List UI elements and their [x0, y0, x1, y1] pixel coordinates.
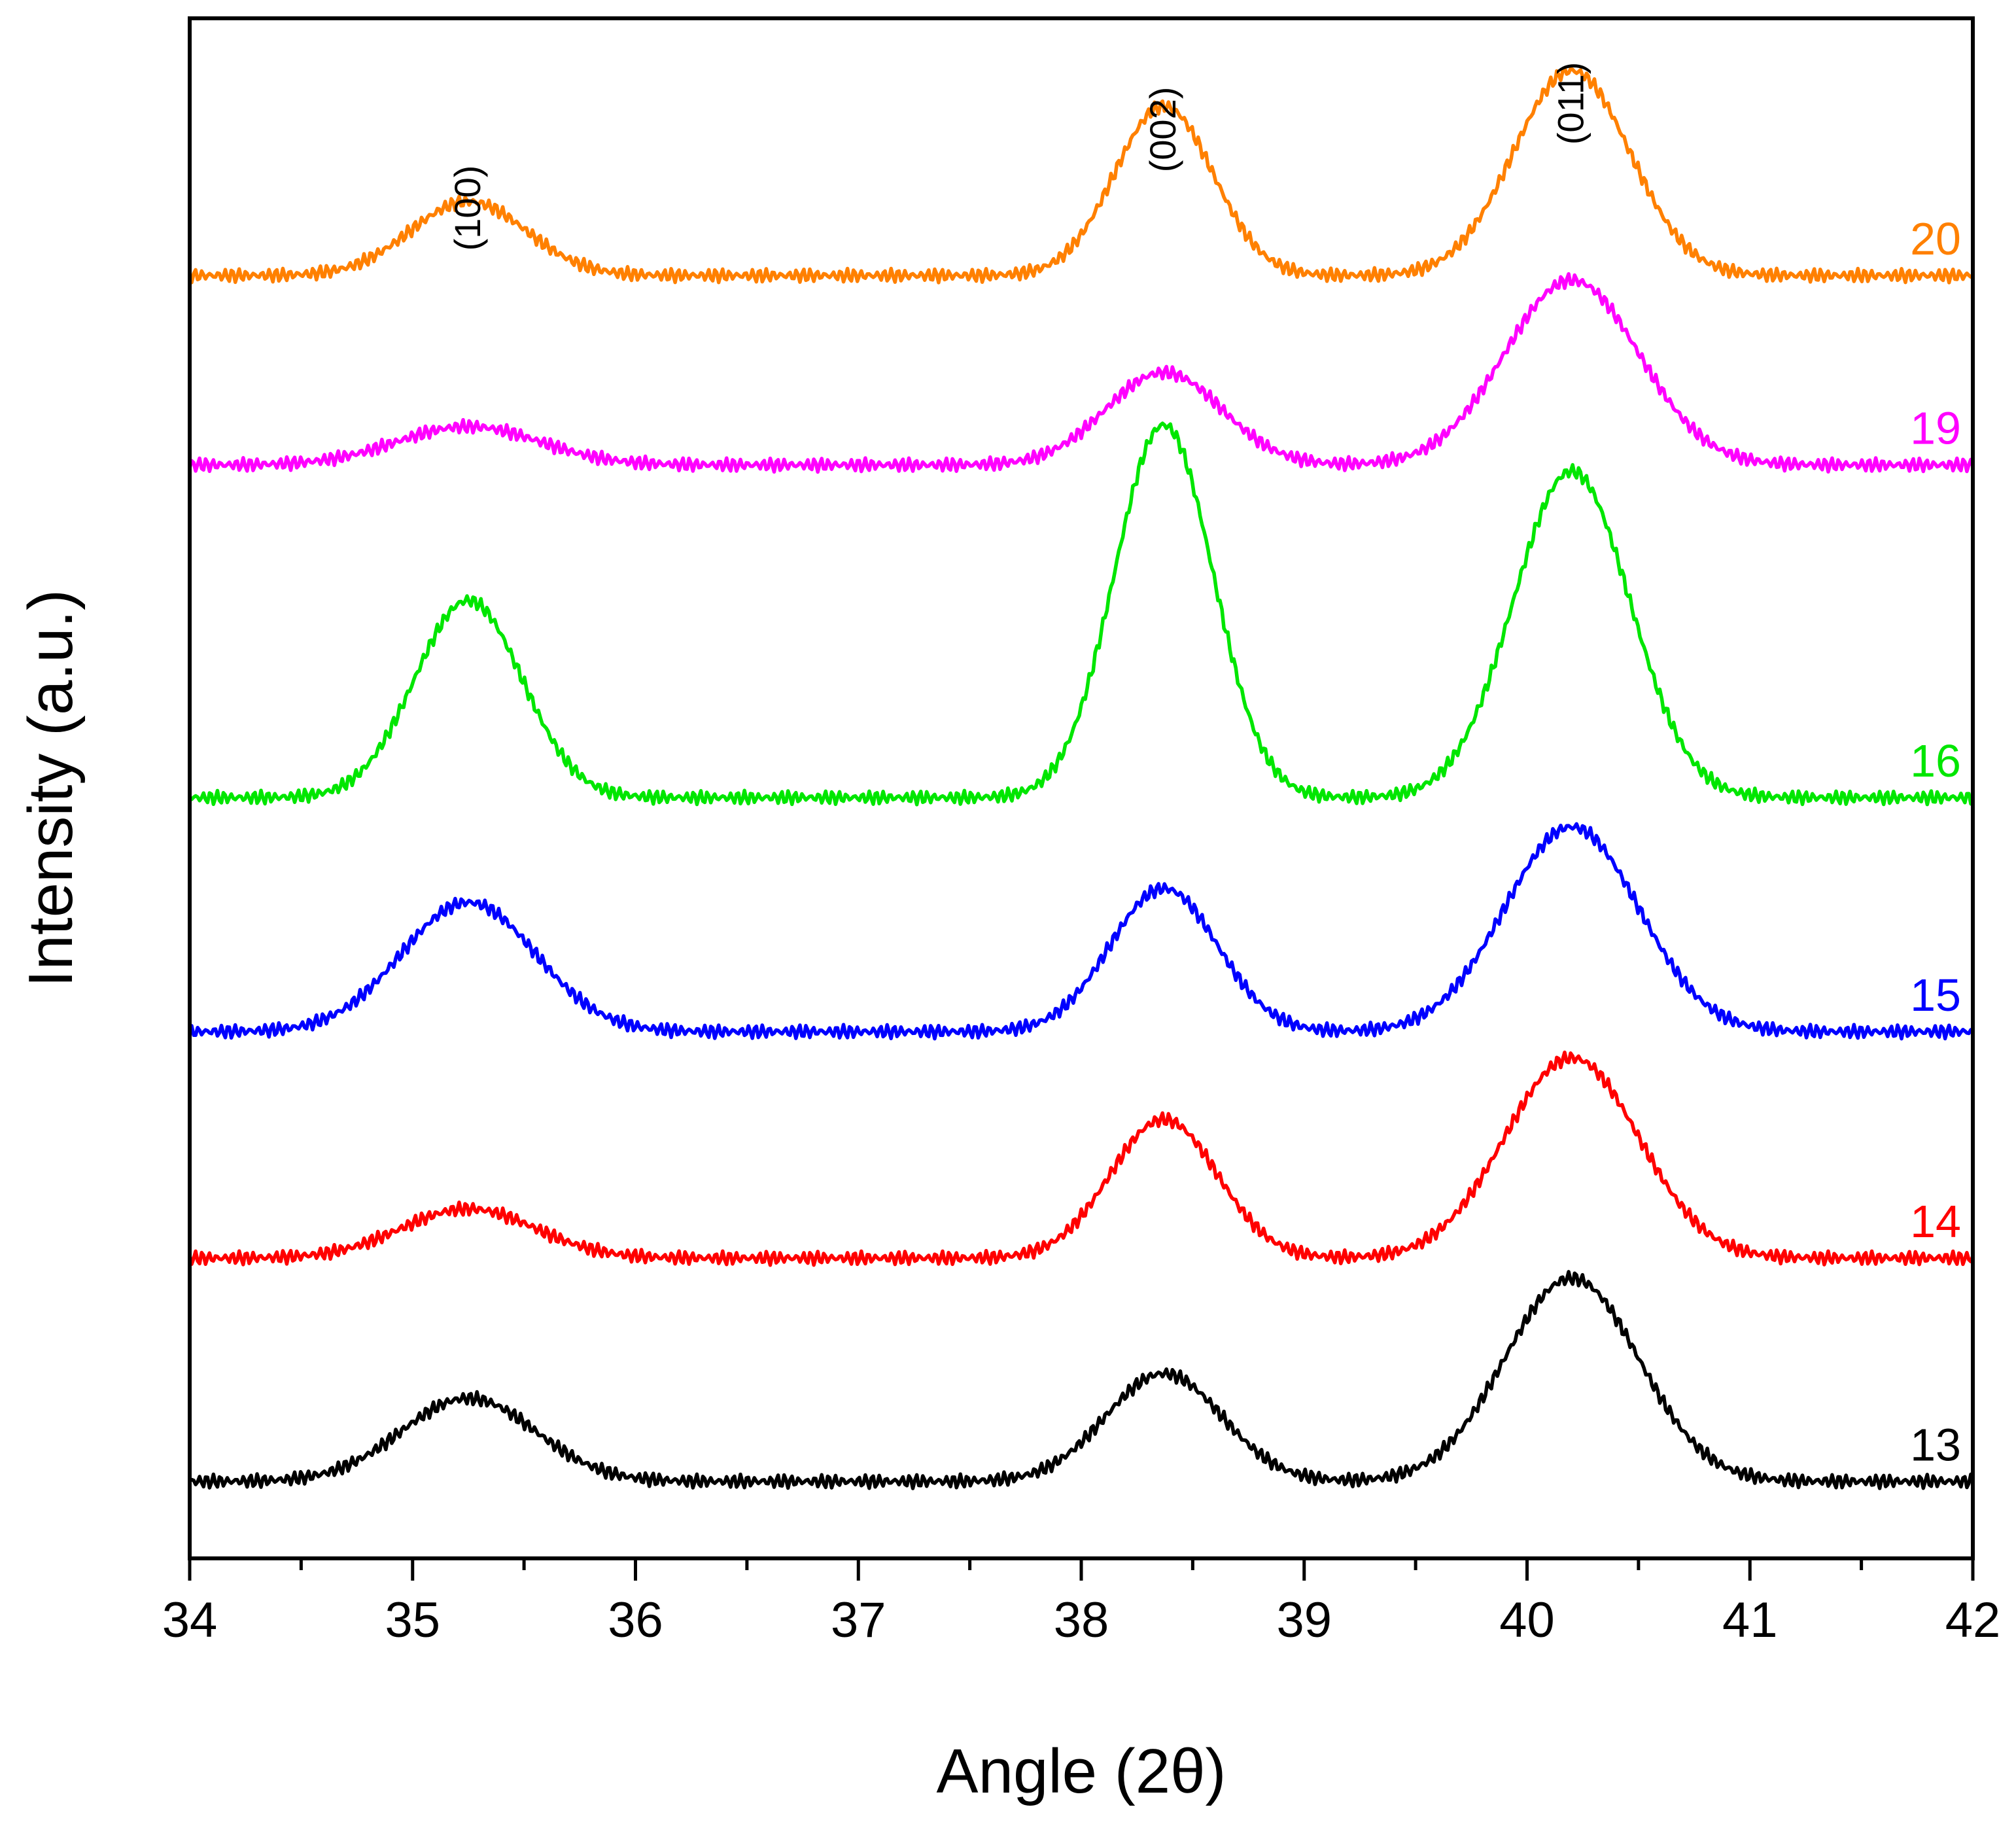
x-tick-label: 38 [1054, 1592, 1109, 1648]
x-tick-label: 36 [608, 1592, 663, 1648]
series-line-14 [188, 1050, 1975, 1267]
series-line-15 [188, 822, 1973, 1041]
x-axis-title: Angle (2θ) [937, 1736, 1226, 1806]
y-axis-title: Intensity (a.u.) [16, 589, 86, 987]
x-tick-label: 34 [162, 1592, 218, 1648]
series-label-19: 19 [1910, 403, 1961, 454]
x-tick-label: 41 [1722, 1592, 1778, 1648]
series-label-15: 15 [1910, 970, 1961, 1021]
x-axis-ticks: 34 35 36 37 38 39 40 41 42 [162, 1558, 2001, 1648]
peak-label: (002) [1142, 87, 1183, 173]
series-line-13 [188, 1270, 1975, 1490]
x-tick-label: 42 [1945, 1592, 2001, 1648]
peak-label: (100) [447, 166, 488, 251]
series-label-13: 13 [1910, 1419, 1961, 1470]
series-label-16: 16 [1910, 735, 1961, 786]
series-line-19 [188, 272, 1975, 474]
x-tick-label: 39 [1276, 1592, 1332, 1648]
x-tick-label: 35 [385, 1592, 440, 1648]
series-label-14: 14 [1910, 1196, 1961, 1247]
series-line-20 [188, 66, 1973, 285]
series-line-16 [189, 421, 1975, 807]
peak-label: (011) [1550, 62, 1591, 145]
series-layer [188, 66, 1975, 1490]
series-label-20: 20 [1910, 213, 1961, 264]
x-tick-label: 40 [1499, 1592, 1555, 1648]
peak-and-series-labels: 13 14 15 16 19 20 (100) (002) (011) [447, 62, 1961, 1471]
x-tick-label: 37 [831, 1592, 886, 1648]
